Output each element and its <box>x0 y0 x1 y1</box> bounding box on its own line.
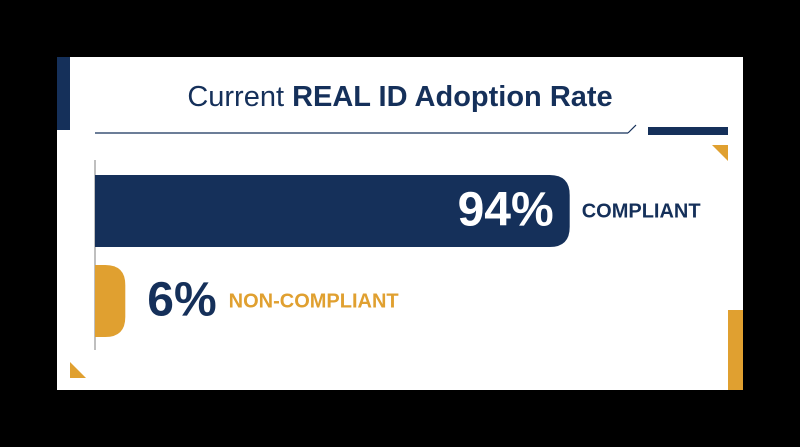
decor-block <box>648 127 728 135</box>
category-label: COMPLIANT <box>582 200 701 222</box>
decor-strip <box>728 310 743 390</box>
value-label: 6% <box>147 274 216 327</box>
chart-title: Current REAL ID Adoption Rate <box>187 81 612 113</box>
value-label: 94% <box>458 184 554 237</box>
decor-strip <box>57 57 70 130</box>
title-bold: REAL ID Adoption Rate <box>292 81 613 113</box>
title-rule <box>627 124 637 134</box>
bar <box>95 265 126 337</box>
title-plain: Current <box>187 81 284 113</box>
category-label: NON-COMPLIANT <box>229 290 399 312</box>
decor-triangle <box>70 362 86 378</box>
decor-triangle <box>712 145 728 161</box>
bar <box>95 175 570 247</box>
